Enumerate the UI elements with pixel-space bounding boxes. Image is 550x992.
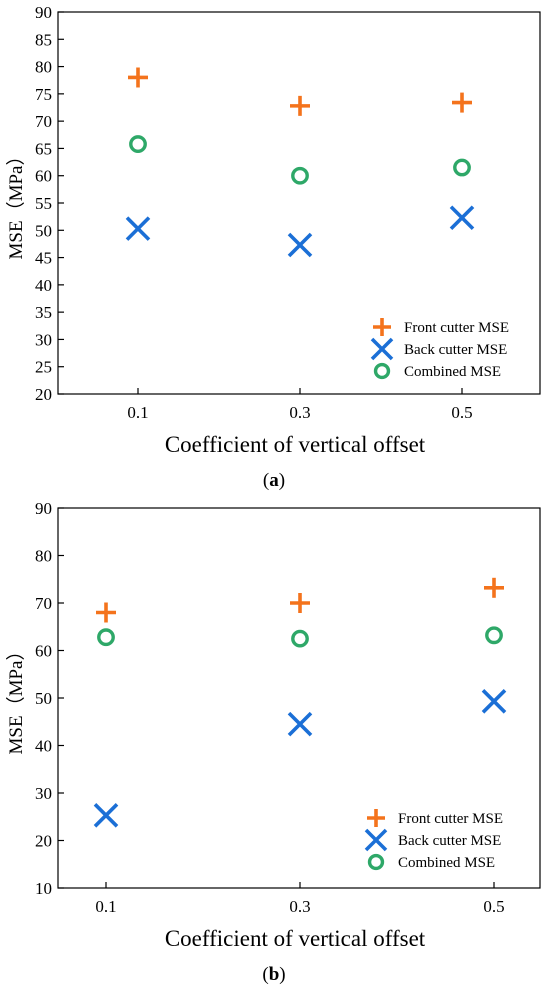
x-tick-label: 0.5 — [483, 897, 504, 916]
y-tick-label: 70 — [35, 594, 52, 613]
x-tick-label: 0.5 — [451, 403, 472, 422]
plot-frame — [57, 11, 541, 395]
y-axis-title: MSE（MPa） — [5, 147, 27, 260]
y-tick-label: 50 — [35, 689, 52, 708]
chart-panel-b: 10 20 30 40 50 60 70 80 90 0.1 0.3 0.5 Coefficient o… — [5, 499, 541, 985]
marker-front-cutter-mse — [452, 92, 472, 113]
y-tick-label: 60 — [35, 167, 52, 186]
y-tick-label: 40 — [35, 737, 52, 756]
marker-back-cutter-mse — [287, 232, 313, 258]
y-tick-label: 85 — [35, 30, 52, 49]
y-tick-label: 55 — [35, 194, 52, 213]
marker-front-cutter-mse — [484, 577, 504, 598]
legend-label: Front cutter MSE — [404, 320, 509, 336]
y-tick-label: 30 — [35, 784, 52, 803]
panel-label: (a) — [263, 470, 285, 491]
legend-marker — [370, 337, 394, 361]
y-tick-label: 50 — [35, 221, 52, 240]
x-tick-label: 0.1 — [127, 403, 148, 422]
marker-combined-mse — [453, 158, 471, 177]
legend-marker — [364, 828, 388, 852]
legend-label: Combined MSE — [398, 855, 495, 871]
y-tick-label: 90 — [35, 499, 52, 518]
x-tick-label: 0.3 — [289, 403, 310, 422]
y-tick-label: 75 — [35, 85, 52, 104]
marker-back-cutter-mse — [93, 803, 119, 828]
y-tick-label: 20 — [35, 832, 52, 851]
marker-combined-mse — [291, 166, 309, 185]
marker-front-cutter-mse — [290, 95, 310, 116]
legend-label: Back cutter MSE — [404, 342, 507, 358]
y-tick-label: 60 — [35, 642, 52, 661]
marker-back-cutter-mse — [481, 689, 507, 714]
y-tick-label: 90 — [35, 3, 52, 22]
y-tick-label: 80 — [35, 547, 52, 566]
legend-marker — [367, 809, 385, 827]
y-tick-label: 80 — [35, 58, 52, 77]
legend: Front cutter MSE Back cutter MSE Combined … — [370, 318, 509, 380]
marker-back-cutter-mse — [449, 205, 475, 231]
marker-front-cutter-mse — [290, 593, 310, 613]
legend-label: Back cutter MSE — [398, 833, 501, 849]
y-tick-label: 25 — [35, 358, 52, 377]
marker-combined-mse — [291, 629, 309, 648]
y-tick-label: 35 — [35, 303, 52, 322]
legend-marker — [373, 362, 391, 380]
y-tick-label: 10 — [35, 879, 52, 898]
x-tick-label: 0.3 — [289, 897, 310, 916]
chart-panel-a: 20 25 30 35 40 45 50 55 60 65 70 75 80 85 90 0.1 0.3 0.5 C… — [5, 3, 541, 491]
marker-front-cutter-mse — [96, 602, 116, 623]
panel-label: (b) — [262, 964, 285, 985]
y-axis-title: MSE（MPa） — [5, 642, 27, 755]
x-axis-title: Coefficient of vertical offset — [165, 432, 426, 457]
legend-marker — [367, 853, 385, 871]
legend: Front cutter MSE Back cutter MSE Combined … — [364, 809, 503, 871]
y-tick-label: 20 — [35, 385, 52, 404]
y-tick-label: 45 — [35, 249, 52, 268]
plot-frame — [57, 507, 541, 889]
marker-front-cutter-mse — [128, 67, 148, 88]
marker-combined-mse — [129, 135, 147, 153]
legend-label: Combined MSE — [404, 364, 501, 380]
y-tick-label: 70 — [35, 112, 52, 131]
y-tick-label: 65 — [35, 139, 52, 158]
y-tick-label: 40 — [35, 276, 52, 295]
marker-combined-mse — [485, 626, 503, 645]
marker-combined-mse — [97, 628, 115, 647]
legend-marker — [373, 318, 391, 336]
y-tick-label: 30 — [35, 330, 52, 349]
x-axis-title: Coefficient of vertical offset — [165, 926, 426, 951]
marker-back-cutter-mse — [287, 711, 313, 737]
legend-label: Front cutter MSE — [398, 811, 503, 827]
marker-back-cutter-mse — [125, 216, 151, 241]
x-tick-label: 0.1 — [95, 897, 116, 916]
